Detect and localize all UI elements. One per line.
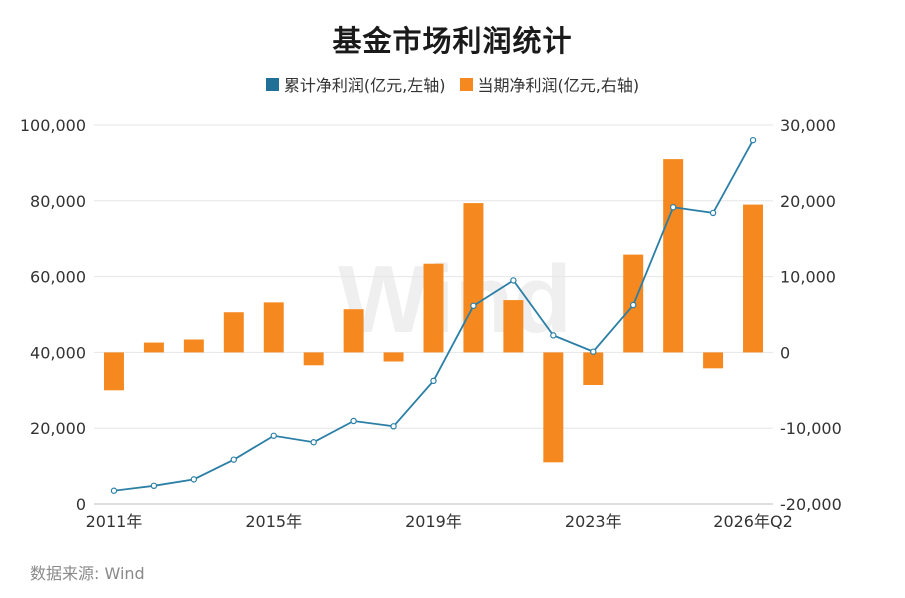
bar — [303, 352, 324, 366]
left-y-tick-label: 40,000 — [30, 343, 86, 362]
legend-item-cumulative[interactable]: 累计净利润(亿元,左轴) — [265, 72, 446, 96]
line-point — [270, 432, 277, 439]
x-tick-label: 2019年 — [405, 512, 462, 531]
x-tick-label: 2015年 — [245, 512, 302, 531]
line-point — [510, 277, 517, 284]
line-point — [430, 377, 437, 385]
line-point — [630, 301, 637, 309]
line-point — [150, 482, 158, 490]
left-y-tick-label: 20,000 — [30, 419, 86, 438]
x-axis: 2011年 2015年 2019年 2023年 2026年Q2 — [86, 512, 793, 531]
line-point — [230, 456, 237, 463]
bar-series — [103, 159, 764, 463]
line-point — [350, 417, 357, 425]
right-y-tick-label: -10,000 — [780, 419, 842, 438]
watermark: Wind — [338, 246, 572, 353]
bar — [743, 204, 764, 353]
left-y-axis: 0 20,000 40,000 60,000 80,000 100,000 — [20, 116, 86, 514]
bar — [663, 159, 684, 353]
line-point — [390, 423, 397, 430]
chart-title: 基金市场利润统计 — [332, 24, 573, 58]
bar — [423, 263, 444, 353]
left-y-tick-label: 0 — [76, 495, 86, 514]
bar — [263, 302, 284, 353]
bar — [703, 352, 724, 369]
line-series — [110, 136, 757, 494]
line-point — [190, 476, 198, 483]
right-y-axis: -20,000 -10,000 0 10,000 20,000 30,000 — [780, 116, 842, 514]
line-point — [590, 348, 597, 355]
line-point — [669, 204, 677, 211]
bar — [343, 309, 364, 353]
line-point — [470, 302, 477, 309]
bar — [503, 300, 524, 353]
x-tick-label: 2023年 — [565, 512, 622, 531]
legend: 累计净利润(亿元,左轴) 当期净利润(亿元,右轴) — [0, 72, 905, 96]
x-tick-label: 2026年Q2 — [713, 512, 793, 531]
left-y-tick-label: 100,000 — [20, 116, 86, 135]
bar — [463, 203, 484, 353]
right-y-tick-label: 10,000 — [780, 268, 836, 287]
bar — [383, 352, 404, 362]
left-y-tick-label: 60,000 — [30, 268, 86, 287]
line-point — [110, 487, 118, 494]
legend-item-period[interactable]: 当期净利润(亿元,右轴) — [459, 72, 640, 96]
bar — [543, 352, 564, 463]
right-y-tick-label: -20,000 — [780, 495, 842, 514]
line-point — [709, 209, 717, 217]
legend-label-cumulative: 累计净利润(亿元,左轴) — [283, 76, 446, 95]
bar — [103, 352, 124, 391]
legend-label-period: 当期净利润(亿元,右轴) — [477, 76, 640, 95]
line-point — [749, 136, 757, 144]
right-y-tick-label: 0 — [780, 343, 790, 362]
source-note: 数据来源: Wind — [30, 564, 145, 583]
x-tick-label: 2011年 — [86, 512, 143, 531]
bar — [583, 352, 604, 385]
right-y-tick-label: 20,000 — [780, 192, 836, 211]
right-y-tick-label: 30,000 — [780, 116, 836, 135]
bar — [143, 342, 164, 353]
legend-swatch-cumulative — [265, 77, 279, 91]
left-y-tick-label: 80,000 — [30, 192, 86, 211]
bar — [223, 312, 244, 353]
legend-swatch-period — [459, 77, 473, 91]
line-point — [550, 332, 557, 339]
line-point — [310, 439, 317, 446]
bar — [183, 339, 204, 353]
